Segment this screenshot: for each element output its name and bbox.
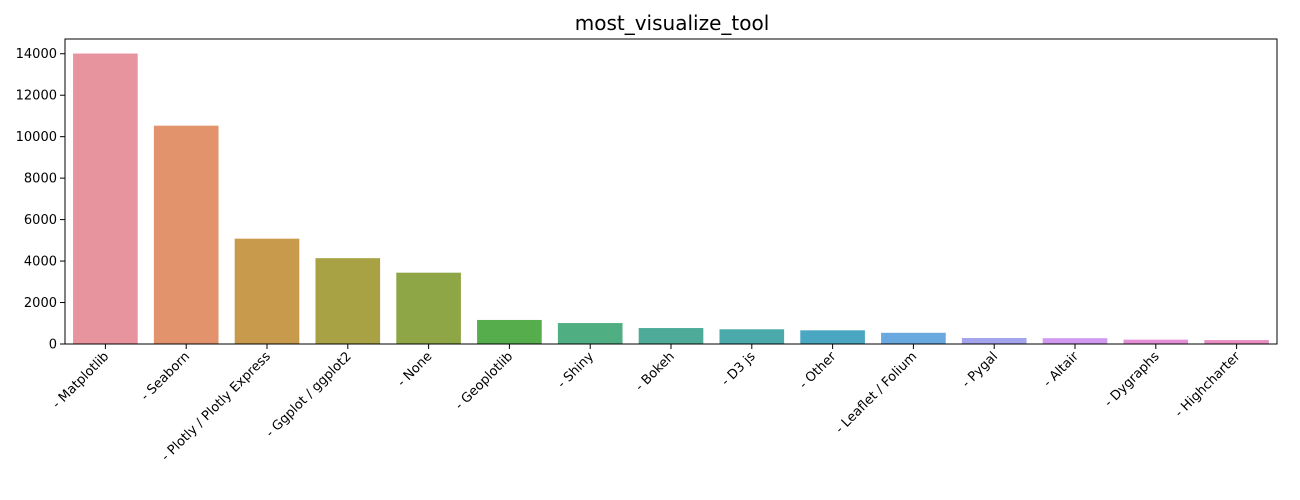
bar (396, 272, 461, 344)
bar (153, 125, 219, 345)
y-tick-label: 14000 (16, 47, 57, 62)
x-tick-label: - Leaflet / Folium (833, 349, 921, 437)
bar (1123, 339, 1189, 344)
x-tick-label: - Shiny (555, 349, 598, 392)
y-tick-label: 8000 (24, 172, 57, 187)
y-tick-label: 10000 (16, 130, 57, 145)
plot-frame (64, 38, 1278, 345)
x-tick-label: - Seaborn (138, 349, 193, 404)
bars-group (73, 53, 1269, 345)
y-tick-label: 12000 (16, 89, 57, 104)
bar (73, 53, 138, 344)
y-tick-label: 0 (49, 338, 57, 353)
bar (234, 238, 300, 344)
bar (315, 258, 381, 344)
y-tick-label: 4000 (24, 255, 57, 270)
bar (800, 330, 865, 344)
bar (638, 328, 704, 344)
x-tick-label: - Dygraphs (1102, 349, 1163, 410)
x-tick-label: - Pygal (959, 349, 1001, 391)
x-tick-label: - Altair (1041, 349, 1083, 391)
x-tick-label: - Highcharter (1172, 349, 1244, 421)
x-tick-label: - Matplotlib (50, 349, 113, 412)
x-tick-label: - Ggplot / ggplot2 (263, 349, 355, 441)
y-axis: 0 2000 4000 6000 8000 10000 12000 14000 (16, 47, 65, 353)
bar (1204, 340, 1269, 344)
bar (557, 323, 623, 344)
x-tick-label: - D3 js (719, 349, 759, 389)
x-tick-label: - Bokeh (633, 349, 678, 394)
chart-title: most_visualize_tool (575, 11, 770, 35)
x-tick-label: - None (395, 349, 436, 390)
bar (477, 319, 542, 344)
bar (719, 329, 785, 344)
x-tick-label: - Other (796, 349, 839, 392)
bar (961, 337, 1027, 344)
bar (1042, 338, 1108, 344)
y-tick-label: 6000 (24, 213, 57, 228)
y-tick-label: 2000 (24, 296, 57, 311)
bar (881, 332, 946, 344)
x-tick-label: - Geoplotlib (452, 349, 516, 413)
x-axis: - Matplotlib - Seaborn - Plotly / Plotly… (50, 344, 1244, 464)
